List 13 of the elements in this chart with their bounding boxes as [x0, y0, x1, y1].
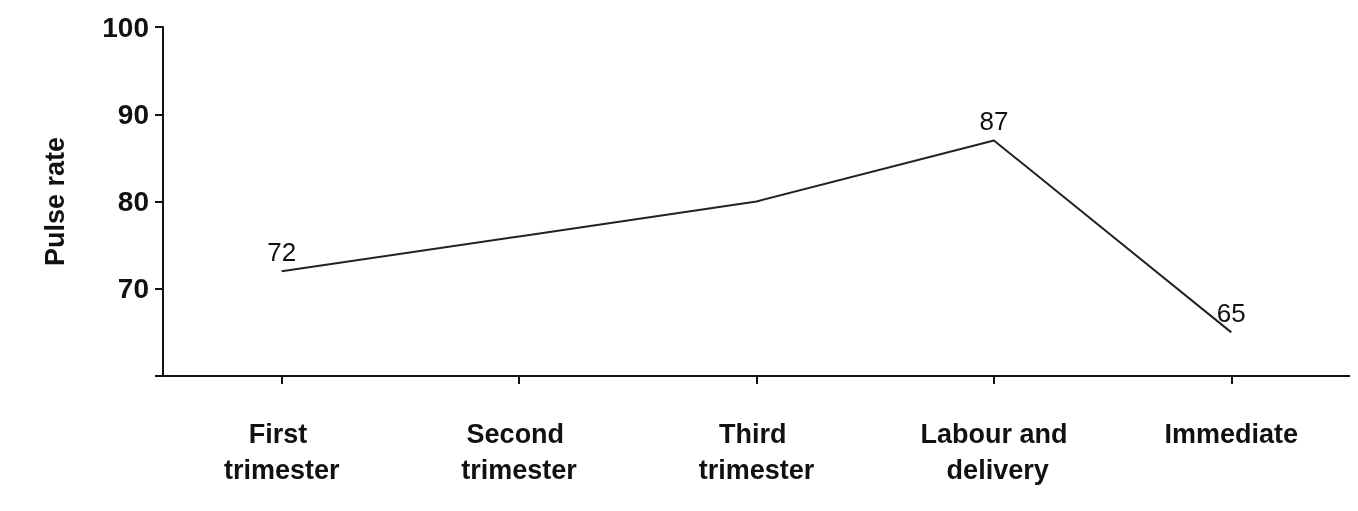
data-label: 65: [1216, 298, 1246, 329]
x-tick-label: Second trimester: [461, 419, 578, 485]
y-tick-label: 90: [117, 98, 149, 130]
y-tick-label: 80: [117, 186, 149, 217]
y-axis-title: Pulse rate: [39, 136, 70, 267]
x-tick-label: Labour and delivery: [920, 419, 1068, 485]
x-tick-label: First trimester: [223, 419, 340, 485]
x-tick-label: Third trimester: [698, 419, 815, 485]
y-tick-label: 70: [117, 273, 149, 305]
data-label: 72: [267, 237, 297, 268]
x-tick-label: Immediate: [1164, 419, 1299, 449]
y-tick-label: 100: [102, 11, 149, 43]
data-label: 87: [979, 106, 1009, 137]
